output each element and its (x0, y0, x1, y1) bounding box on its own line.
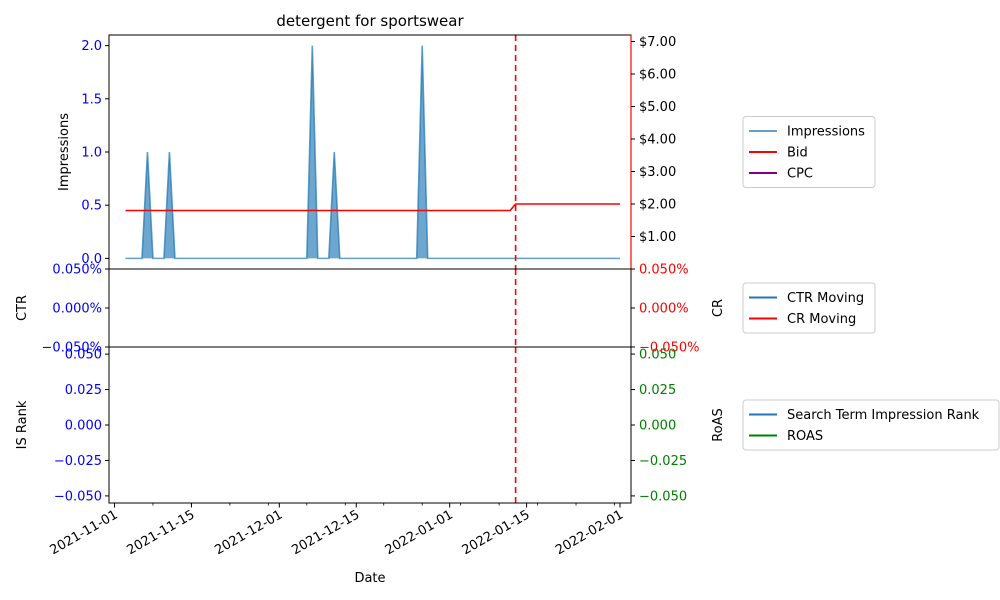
legend-label: Impressions (787, 125, 865, 140)
right-tick-label: 0.025 (639, 383, 676, 398)
chart-title: detergent for sportswear (276, 12, 464, 30)
legend-label: CTR Moving (787, 291, 864, 306)
left-tick-label: 0.025 (65, 383, 102, 398)
right-tick-label: −0.025 (639, 454, 687, 469)
right-tick-label: $4.00 (639, 133, 676, 148)
left-tick-label: −0.050% (42, 341, 102, 356)
series-line-bid (125, 203, 621, 212)
legend-label: ROAS (787, 429, 823, 444)
legend-label: Bid (787, 146, 808, 161)
left-tick-label: 0.0 (81, 252, 102, 267)
right-tick-label: $3.00 (639, 165, 676, 180)
left-tick-label: 0.000 (65, 419, 102, 434)
legend-panel-1: Impressions Bid CPC (742, 116, 876, 188)
x-tick-label: 2021-11-01 (48, 507, 121, 558)
right-tick-label: $2.00 (639, 198, 676, 213)
right-tick-label: −0.050% (639, 341, 699, 356)
right-tick-label: 0.000% (639, 302, 689, 317)
x-axis: 2021-11-01 2021-11-15 2021-12-01 2021-12-15… (48, 503, 626, 558)
right-tick-label: $6.00 (639, 68, 676, 83)
right-tick-label: 0.050% (639, 263, 689, 278)
right-tick-label: 0.000 (639, 419, 676, 434)
legend-label: Search Term Impression Rank (787, 408, 980, 423)
legend-label: CR Moving (787, 312, 856, 327)
left-tick-label: 0.5 (81, 199, 102, 214)
right-tick-label: 0.050 (639, 348, 676, 363)
panels: 0.0 0.5 1.0 1.5 2.0 $1.00 $2.00 $3.00 $4.00 $5.00… (15, 34, 726, 504)
panel-frame (108, 34, 632, 270)
x-tick-label: 2021-11-15 (124, 507, 197, 558)
left-tick-label: −0.050 (54, 489, 102, 504)
series-area-impressions (125, 45, 621, 259)
legend-box (742, 399, 1000, 451)
series-line-impressions (125, 45, 621, 260)
left-tick-label: 1.5 (81, 92, 102, 107)
panel-frame (108, 268, 632, 348)
legend-panel-2: CTR Moving CR Moving (742, 282, 876, 334)
left-tick-label: 1.0 (81, 146, 102, 161)
legend-label: CPC (787, 167, 813, 182)
right-axis-label: RoAS (711, 408, 726, 442)
x-axis-label: Date (354, 571, 385, 586)
x-tick-label: 2022-01-15 (460, 507, 533, 558)
left-axis-label: CTR (15, 295, 30, 321)
x-tick-label: 2021-12-01 (212, 507, 285, 558)
panel-frame (108, 346, 632, 504)
right-axis-label: CR (711, 299, 726, 317)
right-tick-label: −0.050 (639, 489, 687, 504)
legend-box (742, 282, 876, 334)
right-tick-label: $7.00 (639, 35, 676, 50)
right-tick-label: $5.00 (639, 100, 676, 115)
left-tick-label: 0.000% (52, 302, 102, 317)
x-tick-label: 2022-02-01 (553, 507, 626, 558)
legends: Impressions Bid CPC CTR Moving CR Moving Sear… (742, 116, 1000, 451)
legend-panel-3: Search Term Impression Rank ROAS (742, 399, 1000, 451)
panel-1: 0.0 0.5 1.0 1.5 2.0 $1.00 $2.00 $3.00 $4.00 $5.00… (57, 34, 676, 270)
panel-2: −0.050% 0.000% 0.050% −0.050% 0.000% 0.050% CT… (15, 263, 726, 356)
x-tick-label: 2021-12-15 (289, 507, 362, 558)
x-tick-label: 2022-01-01 (383, 507, 456, 558)
left-tick-label: 0.050% (52, 263, 102, 278)
legend-box (742, 116, 876, 188)
left-tick-label: 2.0 (81, 39, 102, 54)
panel-3: −0.050 −0.025 0.000 0.025 0.050 −0.050 −0.025 0… (15, 346, 726, 504)
left-axis-label: IS Rank (15, 400, 30, 449)
left-axis-label: Impressions (57, 113, 72, 191)
right-tick-label: $1.00 (639, 230, 676, 245)
left-tick-label: −0.025 (54, 454, 102, 469)
left-tick-label: 0.050 (65, 348, 102, 363)
